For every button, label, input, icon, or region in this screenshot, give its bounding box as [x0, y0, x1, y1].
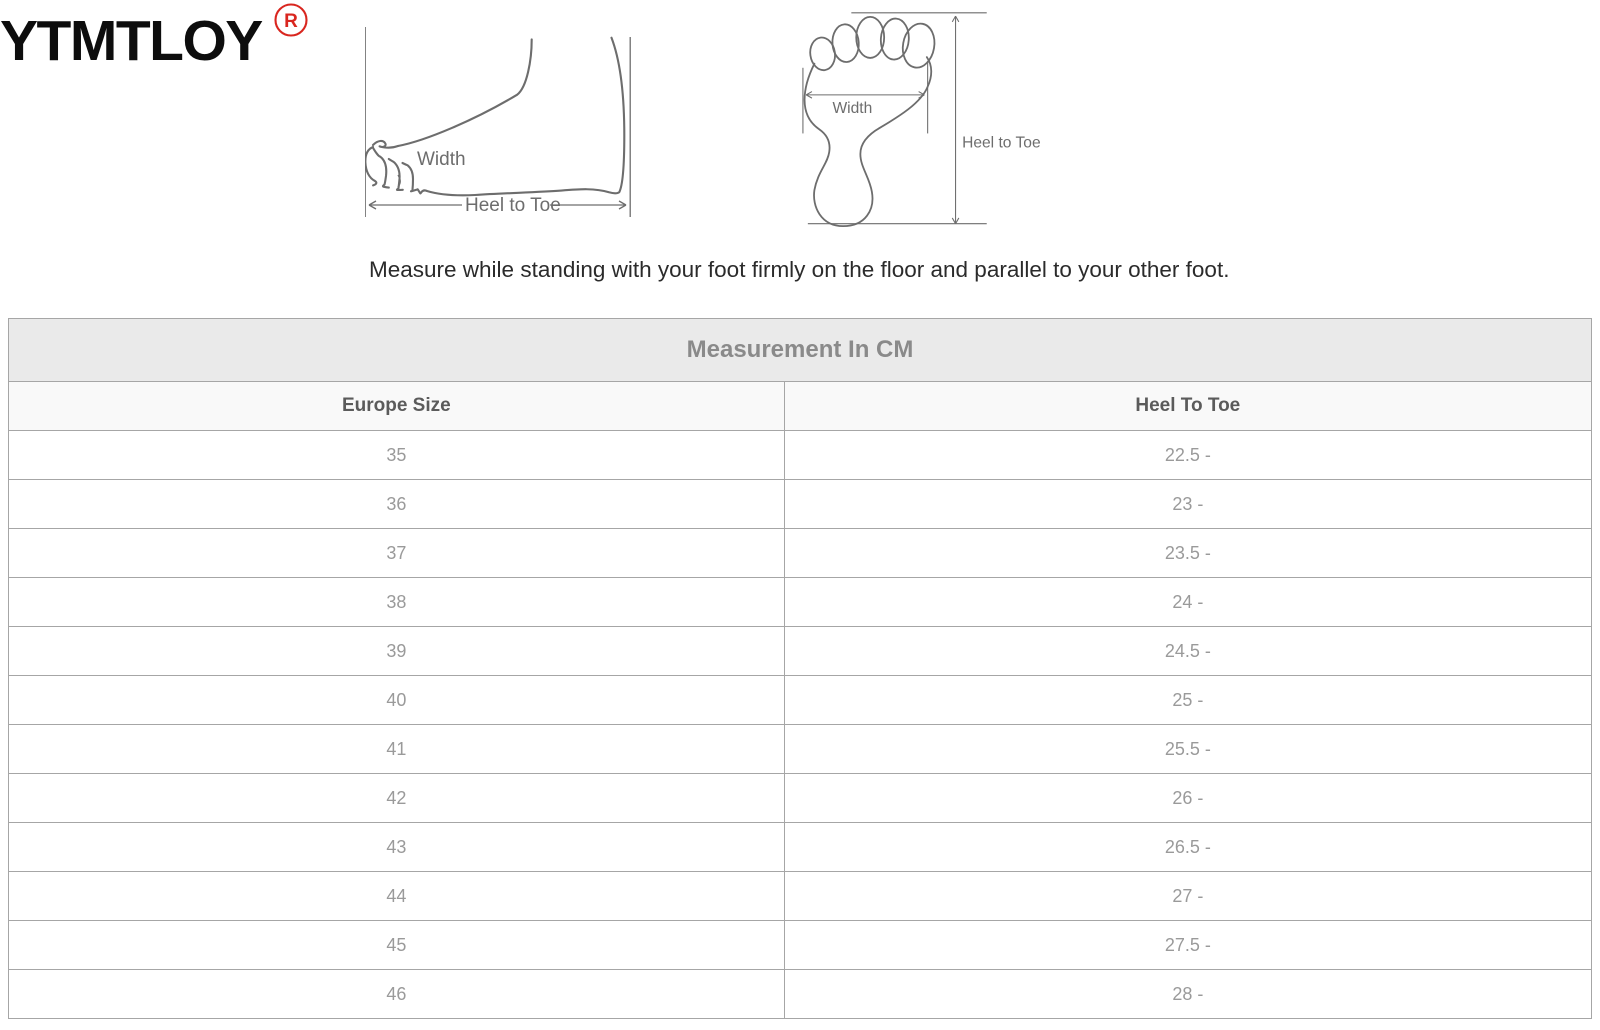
svg-text:Width: Width: [417, 149, 466, 170]
svg-text:Width: Width: [832, 100, 872, 117]
svg-text:Heel to Toe: Heel to Toe: [465, 195, 561, 216]
svg-text:R: R: [284, 11, 298, 32]
svg-text:Heel to Toe: Heel to Toe: [962, 134, 1041, 151]
